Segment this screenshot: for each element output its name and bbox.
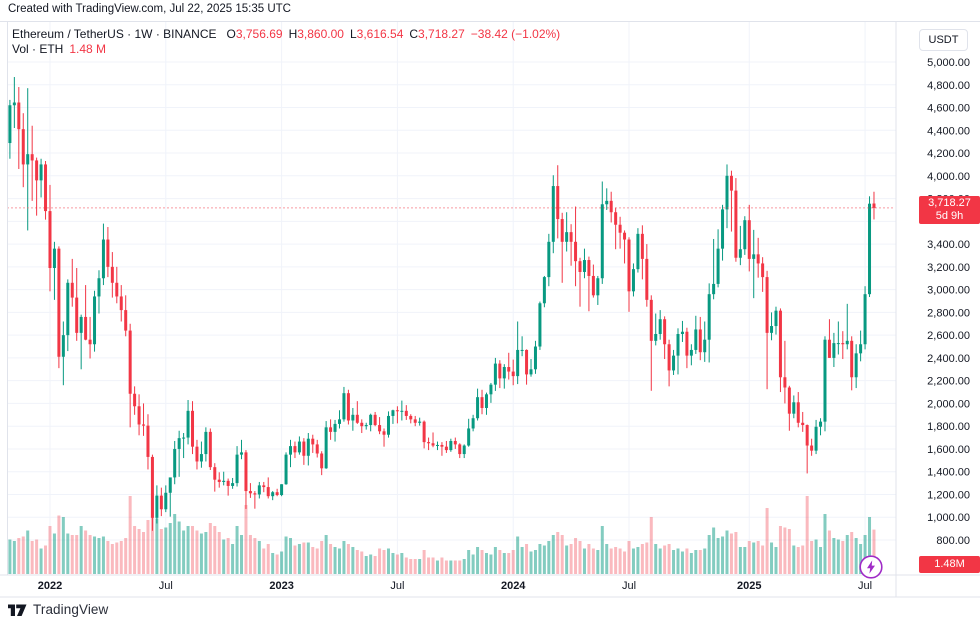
svg-text:2,000.00: 2,000.00 — [927, 398, 970, 410]
svg-text:3,400.00: 3,400.00 — [927, 239, 970, 251]
symbol-title[interactable]: Ethereum / TetherUS · 1W · BINANCE — [12, 27, 217, 41]
svg-text:2,600.00: 2,600.00 — [927, 330, 970, 342]
svg-text:4,400.00: 4,400.00 — [927, 125, 970, 137]
svg-text:Jul: Jul — [858, 580, 872, 592]
svg-text:2024: 2024 — [501, 580, 526, 592]
svg-text:2,800.00: 2,800.00 — [927, 307, 970, 319]
svg-text:Jul: Jul — [622, 580, 636, 592]
svg-text:3,000.00: 3,000.00 — [927, 285, 970, 297]
attribution-text: Created with TradingView.com, Jul 22, 20… — [8, 3, 291, 15]
price-axis-currency-button[interactable]: USDT — [919, 29, 968, 51]
ohlc-low: L3,616.54 — [350, 27, 403, 42]
svg-text:Jul: Jul — [390, 580, 404, 592]
svg-text:2,400.00: 2,400.00 — [927, 353, 970, 365]
svg-text:3,200.00: 3,200.00 — [927, 262, 970, 274]
svg-text:1,600.00: 1,600.00 — [927, 444, 970, 456]
tradingview-mark-icon — [8, 604, 27, 616]
ohlc-close: C3,718.27 — [409, 27, 464, 42]
svg-text:5,000.00: 5,000.00 — [927, 57, 970, 69]
ohlc-high: H3,860.00 — [289, 27, 344, 42]
svg-text:2025: 2025 — [737, 580, 761, 592]
svg-text:1,400.00: 1,400.00 — [927, 467, 970, 479]
svg-text:4,200.00: 4,200.00 — [927, 148, 970, 160]
high-value: 3,860.00 — [297, 27, 344, 41]
legend-row-symbol: Ethereum / TetherUS · 1W · BINANCE O3,75… — [12, 27, 560, 42]
last-price-value: 3,718.27 — [928, 197, 971, 209]
svg-text:4,800.00: 4,800.00 — [927, 80, 970, 92]
svg-text:1,200.00: 1,200.00 — [927, 489, 970, 501]
legend-row-volume: Vol · ETH 1.48 M — [12, 42, 560, 57]
tradingview-wordmark: TradingView — [33, 601, 109, 617]
high-label: H — [288, 27, 298, 41]
legend: Ethereum / TetherUS · 1W · BINANCE O3,75… — [12, 27, 560, 57]
svg-text:1,000.00: 1,000.00 — [927, 512, 970, 524]
svg-text:4,600.00: 4,600.00 — [927, 103, 970, 115]
last-price-badge: 3,718.27 5d 9h — [919, 196, 980, 224]
bar-countdown: 5d 9h — [935, 210, 964, 222]
ohlc-open: O3,756.69 — [227, 27, 283, 42]
svg-text:Jul: Jul — [159, 580, 173, 592]
open-value: 3,756.69 — [235, 27, 283, 41]
svg-text:2023: 2023 — [269, 580, 293, 592]
low-label: L — [349, 27, 357, 41]
svg-text:1,800.00: 1,800.00 — [927, 421, 970, 433]
svg-text:2,200.00: 2,200.00 — [927, 376, 970, 388]
volume-value: 1.48 M — [69, 42, 107, 56]
svg-text:2022: 2022 — [38, 580, 62, 592]
volume-axis-badge: 1.48M — [919, 556, 980, 573]
svg-text:4,000.00: 4,000.00 — [927, 171, 970, 183]
close-label: C — [409, 27, 419, 41]
svg-text:800.00: 800.00 — [936, 535, 970, 547]
flash-icon[interactable] — [858, 554, 884, 580]
change-value: −38.42 (−1.02%) — [470, 27, 561, 41]
open-label: O — [226, 27, 236, 41]
volume-label[interactable]: Vol · ETH — [12, 42, 64, 56]
close-value: 3,718.27 — [418, 27, 465, 41]
low-value: 3,616.54 — [356, 27, 404, 41]
tradingview-logo[interactable]: TradingView — [8, 601, 108, 617]
